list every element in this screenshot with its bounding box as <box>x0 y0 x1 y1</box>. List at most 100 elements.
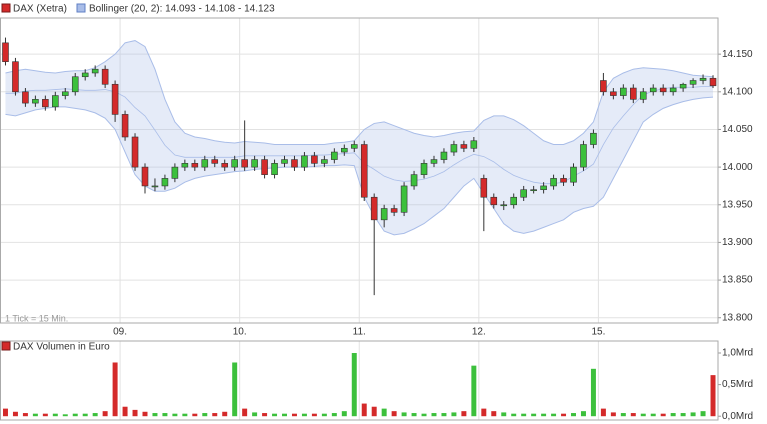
candle-body <box>291 159 298 168</box>
candle-body <box>211 159 219 164</box>
bollinger-middle <box>5 86 714 185</box>
candle-body <box>131 136 139 168</box>
candle-body <box>570 166 577 183</box>
volume-bar <box>521 413 527 417</box>
candle-body <box>630 87 637 100</box>
legend-swatch <box>1 3 11 13</box>
volume-bar <box>172 413 178 417</box>
candle-body <box>540 185 547 191</box>
volume-bar <box>541 413 547 417</box>
candle-body <box>580 144 587 168</box>
candle-body <box>659 87 667 93</box>
candle-body <box>151 185 159 188</box>
candle-body <box>91 68 99 74</box>
candle-body <box>360 144 368 198</box>
volume-bar <box>481 408 487 417</box>
candle-body <box>370 196 378 221</box>
candle-body <box>430 159 438 164</box>
volume-bar <box>152 413 158 417</box>
volume-bar <box>112 362 118 417</box>
volume-bar <box>451 412 457 417</box>
candle-body <box>410 174 418 187</box>
candle-body <box>52 95 59 108</box>
candle-body <box>480 178 488 198</box>
candle-body <box>281 159 288 164</box>
candle-body <box>350 144 358 149</box>
legend-swatch <box>1 341 11 351</box>
volume-bar <box>501 412 507 417</box>
plot-frame <box>0 340 719 421</box>
y-tick-label: 13.950 <box>722 199 753 210</box>
candle-body <box>639 91 647 100</box>
candle-body <box>241 159 248 168</box>
x-tick-label: 10. <box>233 327 247 338</box>
volume-bar <box>600 408 606 417</box>
y-tick-label: 14.100 <box>722 86 753 97</box>
y-tick-label: 13.850 <box>722 275 753 286</box>
y-tick-label: 1,0Mrd <box>722 348 753 359</box>
volume-bar <box>321 413 327 417</box>
candle-body <box>560 178 567 183</box>
volume-bar <box>252 412 258 417</box>
volume-bar <box>212 413 218 417</box>
volume-bar <box>471 365 477 417</box>
volume-bar <box>42 413 48 417</box>
volume-bar <box>102 411 108 417</box>
volume-bar <box>571 413 576 417</box>
volume-bar <box>182 413 188 417</box>
candle-body <box>171 166 179 179</box>
volume-bar <box>411 413 417 417</box>
annotation: 1 Tick = 15 Min. <box>5 313 68 323</box>
y-tick-label: 13.800 <box>722 312 753 323</box>
volume-bar <box>32 413 38 417</box>
volume-bar <box>680 413 686 417</box>
candle-body <box>261 159 268 175</box>
volume-bar <box>650 413 656 417</box>
volume-bar <box>282 413 288 417</box>
volume-bar <box>2 408 8 417</box>
volume-bar <box>381 408 387 417</box>
candle-body <box>679 83 687 89</box>
candle-body <box>101 68 109 85</box>
candle-body <box>71 76 79 93</box>
y-tick-label: 13.900 <box>722 237 753 248</box>
candle-body <box>620 87 627 96</box>
volume-bar <box>341 411 347 417</box>
volume-bar <box>590 368 596 417</box>
candle-body <box>331 151 338 160</box>
candle-body <box>321 159 328 164</box>
volume-bar <box>461 411 467 417</box>
y-tick-label: 14.050 <box>722 124 753 135</box>
volume-bar <box>242 408 248 417</box>
volume-bar <box>52 413 58 417</box>
candle-body <box>709 77 717 87</box>
volume-bar <box>491 411 497 417</box>
candle-body <box>42 99 49 108</box>
candle-body <box>510 196 518 206</box>
candle-body <box>440 151 448 160</box>
volume-bar <box>561 413 567 417</box>
candle-body <box>111 83 119 115</box>
candle-body <box>341 147 348 153</box>
x-tick-label: 11. <box>353 327 366 338</box>
x-tick-label: 09. <box>113 327 127 338</box>
candle-body <box>550 178 557 187</box>
volume-bar <box>192 413 198 417</box>
legend-label: Bollinger (20, 2): 14.093 - 14.108 - 14.… <box>89 4 275 15</box>
volume-bar <box>122 406 128 417</box>
volume-bar <box>640 413 646 417</box>
volume-bar <box>232 362 238 417</box>
volume-bar <box>690 412 696 417</box>
volume-bar <box>262 413 268 417</box>
volume-bar <box>132 409 138 417</box>
candle-body <box>689 80 697 85</box>
bollinger-upper <box>5 40 714 146</box>
candle-body <box>420 163 428 175</box>
volume-bar <box>351 353 357 417</box>
volume-bar <box>401 412 407 417</box>
bollinger-lower <box>5 96 714 236</box>
volume-bar <box>670 413 676 417</box>
x-tick-label: 15. <box>591 327 605 338</box>
